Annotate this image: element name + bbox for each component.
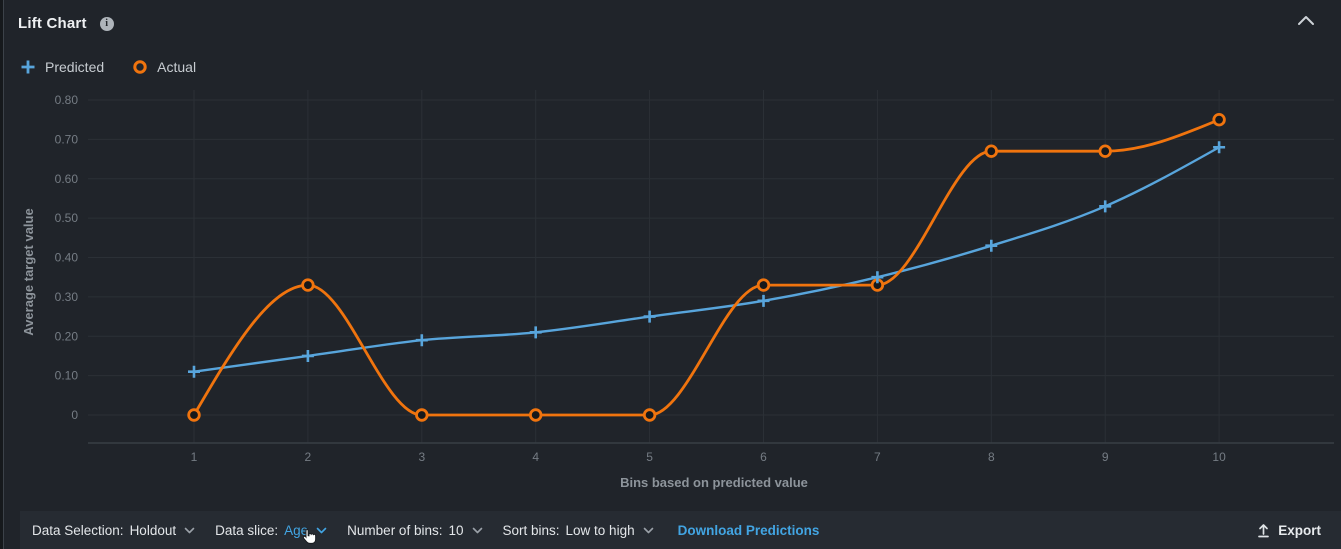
legend-label: Predicted xyxy=(45,59,105,75)
ring-marker-icon xyxy=(133,60,147,74)
legend-item-predicted[interactable]: Predicted xyxy=(20,59,104,75)
actual-point xyxy=(984,144,999,158)
footer-toolbar: Data Selection: Holdout Data slice: Age Numb… xyxy=(20,511,1341,549)
y-tick-label: 0.50 xyxy=(55,211,79,225)
y-tick-label: 0 xyxy=(71,408,78,422)
legend-item-actual[interactable]: Actual xyxy=(132,59,196,75)
predicted-point xyxy=(188,365,200,378)
predicted-point xyxy=(1213,141,1226,154)
actual-point xyxy=(301,278,315,292)
x-tick-label: 8 xyxy=(988,450,995,464)
x-tick-label: 9 xyxy=(1102,450,1109,464)
predicted-line xyxy=(193,146,1220,373)
data-slice-dropdown[interactable]: Data slice: Age xyxy=(215,523,327,538)
data-selection-dropdown[interactable]: Data Selection: Holdout xyxy=(32,523,195,538)
y-axis-title: Average target value xyxy=(21,208,36,335)
actual-point xyxy=(1212,112,1226,127)
x-tick-label: 5 xyxy=(646,450,653,464)
predicted-point xyxy=(529,326,542,339)
collapse-button[interactable] xyxy=(1297,14,1315,28)
predicted-point xyxy=(985,239,998,252)
panel-left-edge xyxy=(0,0,4,549)
export-label: Export xyxy=(1278,522,1321,538)
x-tick-label: 4 xyxy=(532,450,539,464)
x-tick-label: 1 xyxy=(191,450,198,464)
predicted-point xyxy=(1099,200,1112,213)
actual-point xyxy=(642,408,657,422)
actual-point xyxy=(529,408,543,422)
dropdown-value: Low to high xyxy=(565,522,635,538)
actual-point xyxy=(756,278,771,292)
x-tick-label: 10 xyxy=(1212,450,1226,464)
x-tick-label: 2 xyxy=(305,450,312,464)
chevron-down-icon xyxy=(184,527,195,533)
dropdown-value: Holdout xyxy=(129,522,177,538)
y-tick-label: 0.20 xyxy=(55,329,79,343)
predicted-point xyxy=(643,310,656,323)
dropdown-value: 10 xyxy=(448,522,464,538)
number-of-bins-dropdown[interactable]: Number of bins: 10 xyxy=(347,523,482,538)
export-button[interactable]: Export xyxy=(1256,523,1321,538)
lift-chart-plot: 0 0.10 0.20 0.30 0.40 0.50 0.60 0.70 0.80 1 2 3 4 5 6 7… xyxy=(21,90,1334,490)
dropdown-label: Sort bins: xyxy=(502,522,560,538)
download-predictions-link[interactable]: Download Predictions xyxy=(677,522,820,538)
legend-label: Actual xyxy=(157,59,197,75)
actual-point xyxy=(187,408,201,422)
x-tick-label: 6 xyxy=(760,450,767,464)
chevron-up-icon xyxy=(1298,16,1314,25)
x-axis-title: Bins based on predicted value xyxy=(620,475,808,490)
y-tick-label: 0.70 xyxy=(55,132,79,146)
predicted-point xyxy=(757,294,770,307)
dropdown-label: Data slice: xyxy=(215,522,279,538)
y-tick-label: 0.30 xyxy=(55,290,79,304)
panel-header: Lift Chart i xyxy=(18,15,114,32)
export-icon xyxy=(1258,523,1270,537)
plus-marker-icon xyxy=(21,60,35,74)
y-tick-label: 0.80 xyxy=(55,93,79,107)
dropdown-label: Data Selection: xyxy=(32,522,124,538)
chart-legend: Predicted Actual xyxy=(20,59,196,75)
y-tick-label: 0.60 xyxy=(55,172,79,186)
actual-point xyxy=(415,408,429,422)
x-tick-label: 7 xyxy=(874,450,881,464)
info-icon[interactable]: i xyxy=(99,16,114,31)
dropdown-label: Number of bins: xyxy=(347,522,443,538)
sort-bins-dropdown[interactable]: Sort bins: Low to high xyxy=(503,523,654,538)
x-tick-label: 3 xyxy=(418,450,425,464)
predicted-point xyxy=(301,349,314,362)
dropdown-value: Age xyxy=(284,522,309,538)
y-tick-label: 0.40 xyxy=(55,251,79,265)
y-tick-label: 0.10 xyxy=(55,369,79,383)
actual-point xyxy=(1098,144,1112,158)
panel-title: Lift Chart xyxy=(18,15,87,32)
predicted-point xyxy=(871,271,884,284)
chevron-down-icon xyxy=(316,527,327,533)
actual-line xyxy=(192,118,1220,417)
chevron-down-icon xyxy=(643,527,653,533)
chevron-down-icon xyxy=(472,527,482,533)
footer-controls: Data Selection: Holdout Data slice: Age Numb… xyxy=(32,523,674,538)
predicted-point xyxy=(415,334,428,347)
